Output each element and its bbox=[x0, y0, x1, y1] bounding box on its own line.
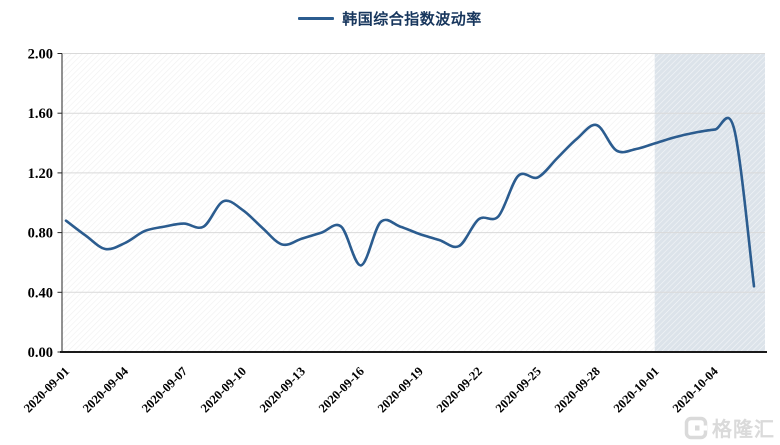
x-tick-label: 2020-09-19 bbox=[375, 364, 426, 415]
x-tick-label: 2020-10-04 bbox=[670, 364, 722, 416]
gelonghui-logo-icon bbox=[684, 416, 708, 439]
y-tick-label: 1.60 bbox=[28, 106, 53, 122]
x-tick-label: 2020-09-22 bbox=[434, 364, 485, 415]
y-tick-label: 0.00 bbox=[28, 345, 53, 361]
highlight-region-hatch bbox=[654, 53, 765, 352]
x-tick-label: 2020-09-01 bbox=[21, 364, 72, 415]
y-tick-label: 1.20 bbox=[28, 166, 53, 182]
watermark: 格隆汇 bbox=[684, 413, 775, 442]
y-tick-label: 0.40 bbox=[28, 285, 53, 301]
x-tick-label: 2020-09-28 bbox=[552, 364, 603, 415]
x-tick-label: 2020-09-04 bbox=[80, 364, 132, 416]
y-tick-label: 2.00 bbox=[28, 47, 53, 63]
y-tick-label: 0.80 bbox=[28, 226, 53, 242]
x-tick-label: 2020-09-13 bbox=[257, 364, 308, 415]
x-tick-label: 2020-09-07 bbox=[139, 364, 190, 415]
x-tick-label: 2020-09-25 bbox=[493, 364, 544, 415]
x-tick-label: 2020-09-10 bbox=[198, 364, 249, 415]
series-line bbox=[64, 116, 756, 288]
watermark-text: 格隆汇 bbox=[712, 419, 775, 441]
plot-hatch bbox=[62, 53, 765, 352]
x-tick-label: 2020-09-16 bbox=[316, 364, 367, 415]
x-tick-label: 2020-10-01 bbox=[611, 364, 662, 415]
